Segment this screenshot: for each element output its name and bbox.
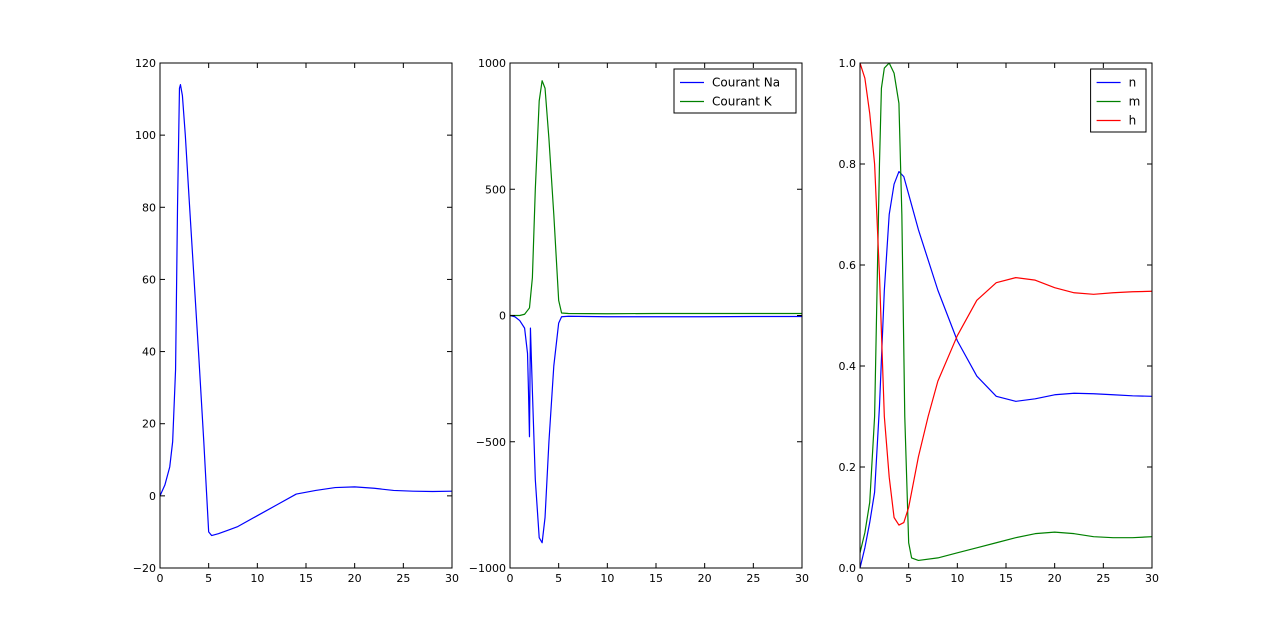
x-tick-label: 5 [905,572,912,585]
x-tick-label: 25 [1096,572,1110,585]
x-tick-label: 0 [507,572,514,585]
series-line-1 [160,84,452,537]
series-group [510,80,802,544]
x-tick-label: 30 [1145,572,1159,585]
y-tick-label: −20 [133,562,156,575]
x-tick-label: 25 [746,572,760,585]
y-tick-label: 0.4 [839,360,857,373]
series-group [860,63,1152,568]
x-tick-label: 30 [795,572,809,585]
x-tick-label: 10 [250,572,264,585]
y-tick-label: 1000 [478,57,506,70]
y-tick-label: 80 [142,201,156,214]
legend-label-m: m [1129,95,1141,109]
y-tick-label: 0.8 [839,158,857,171]
y-tick-label: 0.2 [839,461,857,474]
series-line-h [860,63,1152,526]
y-tick-label: 40 [142,346,156,359]
y-tick-label: −500 [476,436,506,449]
x-tick-label: 0 [857,572,864,585]
y-tick-label: 60 [142,273,156,286]
series-line-m [860,63,1152,562]
x-tick-label: 20 [348,572,362,585]
x-tick-label: 15 [649,572,663,585]
y-tick-label: 100 [135,129,156,142]
series-group [160,84,452,537]
legend-box [1090,68,1147,133]
legend-label-h: h [1129,114,1137,128]
legend-label-courant-na: Courant Na [712,76,780,90]
x-tick-label: 5 [205,572,212,585]
x-tick-label: 25 [396,572,410,585]
series-line-courant-k [510,80,802,317]
series-line-courant-na [510,314,802,544]
y-tick-label: 1.0 [839,57,857,70]
x-tick-label: 20 [1048,572,1062,585]
x-tick-label: 0 [157,572,164,585]
y-tick-label: 0 [499,310,506,323]
x-tick-label: 10 [950,572,964,585]
x-tick-label: 10 [600,572,614,585]
legend-label-courant-k: Courant K [712,95,773,109]
y-tick-label: 20 [142,418,156,431]
x-tick-label: 30 [445,572,459,585]
legend: Courant Na Courant K [673,68,797,114]
legend-box [673,68,797,114]
subplot-3: 0 5 10 15 20 25 30 0.0 0.2 0.4 0.6 0.8 1.0 nmh [839,57,1160,585]
x-tick-label: 15 [299,572,313,585]
y-tick-label: 0.0 [839,562,857,575]
x-tick-label: 5 [555,572,562,585]
legend-label-n: n [1129,76,1137,90]
y-tick-label: 0 [149,490,156,503]
y-tick-label: 120 [135,57,156,70]
x-tick-label: 20 [698,572,712,585]
y-tick-label: 0.6 [839,259,857,272]
y-tick-label: 500 [485,183,506,196]
x-tick-label: 15 [999,572,1013,585]
series-line-n [860,170,1152,568]
y-tick-label: −1000 [469,562,506,575]
legend: nmh [1090,68,1147,133]
